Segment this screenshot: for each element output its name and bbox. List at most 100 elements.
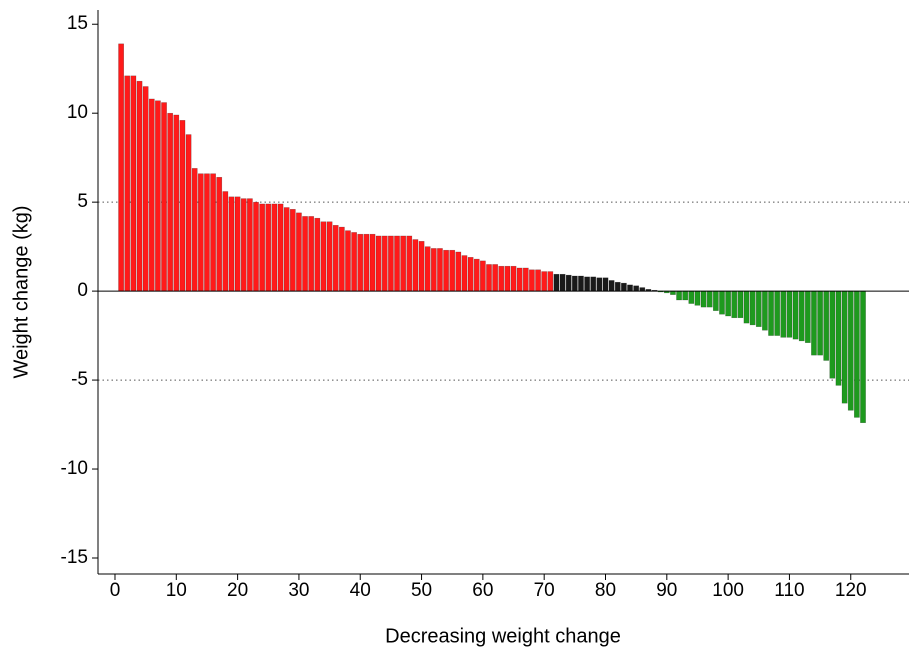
bar (633, 285, 640, 292)
bar (694, 290, 701, 306)
bar (516, 267, 523, 292)
bar (320, 221, 327, 292)
bar (155, 100, 161, 292)
bar (835, 290, 842, 386)
bar (173, 114, 180, 292)
bar (234, 196, 241, 292)
bar (191, 168, 198, 292)
bar (780, 290, 787, 338)
bar (204, 173, 210, 292)
bar (688, 290, 695, 304)
bar (486, 264, 492, 292)
bar (259, 203, 265, 292)
bar (289, 209, 296, 292)
bar (296, 212, 302, 292)
bar (590, 276, 597, 292)
x-tick-label: 110 (774, 580, 804, 601)
x-tick-label: 100 (712, 580, 744, 601)
bar (449, 249, 456, 292)
bar (731, 290, 738, 319)
x-tick-label: 0 (110, 580, 121, 601)
y-tick-label: -5 (71, 369, 88, 390)
bar (136, 80, 143, 292)
bar (737, 290, 744, 319)
bar (473, 258, 480, 292)
bar (308, 216, 315, 292)
bar (510, 265, 517, 292)
bar (253, 201, 259, 292)
x-tick-label: 70 (534, 580, 555, 601)
bar (326, 221, 333, 292)
bar (332, 225, 339, 292)
bar (412, 239, 419, 292)
x-axis-label: Decreasing weight change (385, 625, 621, 647)
x-tick-label: 30 (288, 580, 309, 601)
bar (670, 290, 676, 295)
bar (627, 284, 633, 292)
bar (345, 230, 351, 292)
bar (854, 290, 860, 418)
bar (584, 276, 590, 292)
bar (369, 233, 376, 292)
x-tick-label: 20 (227, 580, 248, 601)
bar (179, 120, 186, 292)
bar (210, 173, 216, 292)
bar (804, 290, 811, 343)
bar (639, 287, 646, 292)
bar (608, 280, 615, 292)
y-tick-label: 5 (77, 191, 88, 212)
bar (541, 271, 548, 292)
bar (792, 290, 799, 340)
bar (467, 257, 474, 292)
bar (430, 248, 437, 292)
bar (265, 203, 272, 292)
bar (130, 75, 137, 292)
y-axis-label: Weight change (kg) (10, 205, 32, 378)
bar (222, 191, 229, 292)
bar (522, 267, 529, 292)
bar (823, 290, 830, 361)
bar (302, 216, 308, 292)
bar (443, 249, 449, 292)
bar (424, 246, 431, 292)
bar (811, 290, 817, 356)
bar (228, 196, 235, 292)
bar (504, 265, 511, 292)
bar (578, 275, 584, 292)
bar (400, 235, 407, 292)
bar (381, 235, 388, 292)
x-tick-label: 50 (411, 580, 432, 601)
bar (682, 290, 689, 301)
bar (314, 217, 321, 292)
bar (829, 290, 836, 379)
x-tick-label: 120 (835, 580, 867, 601)
bar (535, 269, 541, 292)
x-tick-label: 10 (166, 580, 187, 601)
bar (216, 176, 223, 292)
x-tick-label: 60 (472, 580, 493, 601)
bar (161, 102, 167, 292)
bar (271, 203, 278, 292)
bar (743, 290, 750, 324)
bar (559, 273, 566, 292)
bar (700, 290, 707, 308)
bar (596, 277, 603, 292)
bar (713, 290, 719, 311)
bar (755, 290, 762, 327)
bar (621, 282, 627, 292)
bar (817, 290, 823, 356)
bar (418, 241, 425, 292)
bar (492, 264, 498, 292)
bar (277, 203, 284, 292)
bar (142, 86, 149, 292)
bar (614, 281, 621, 292)
bar (247, 198, 253, 292)
x-tick-label: 40 (350, 580, 371, 601)
bar (240, 198, 247, 292)
bar (768, 290, 774, 336)
bar (357, 233, 364, 292)
bar (185, 134, 192, 292)
bar (480, 260, 486, 292)
y-tick-label: 0 (77, 280, 88, 301)
